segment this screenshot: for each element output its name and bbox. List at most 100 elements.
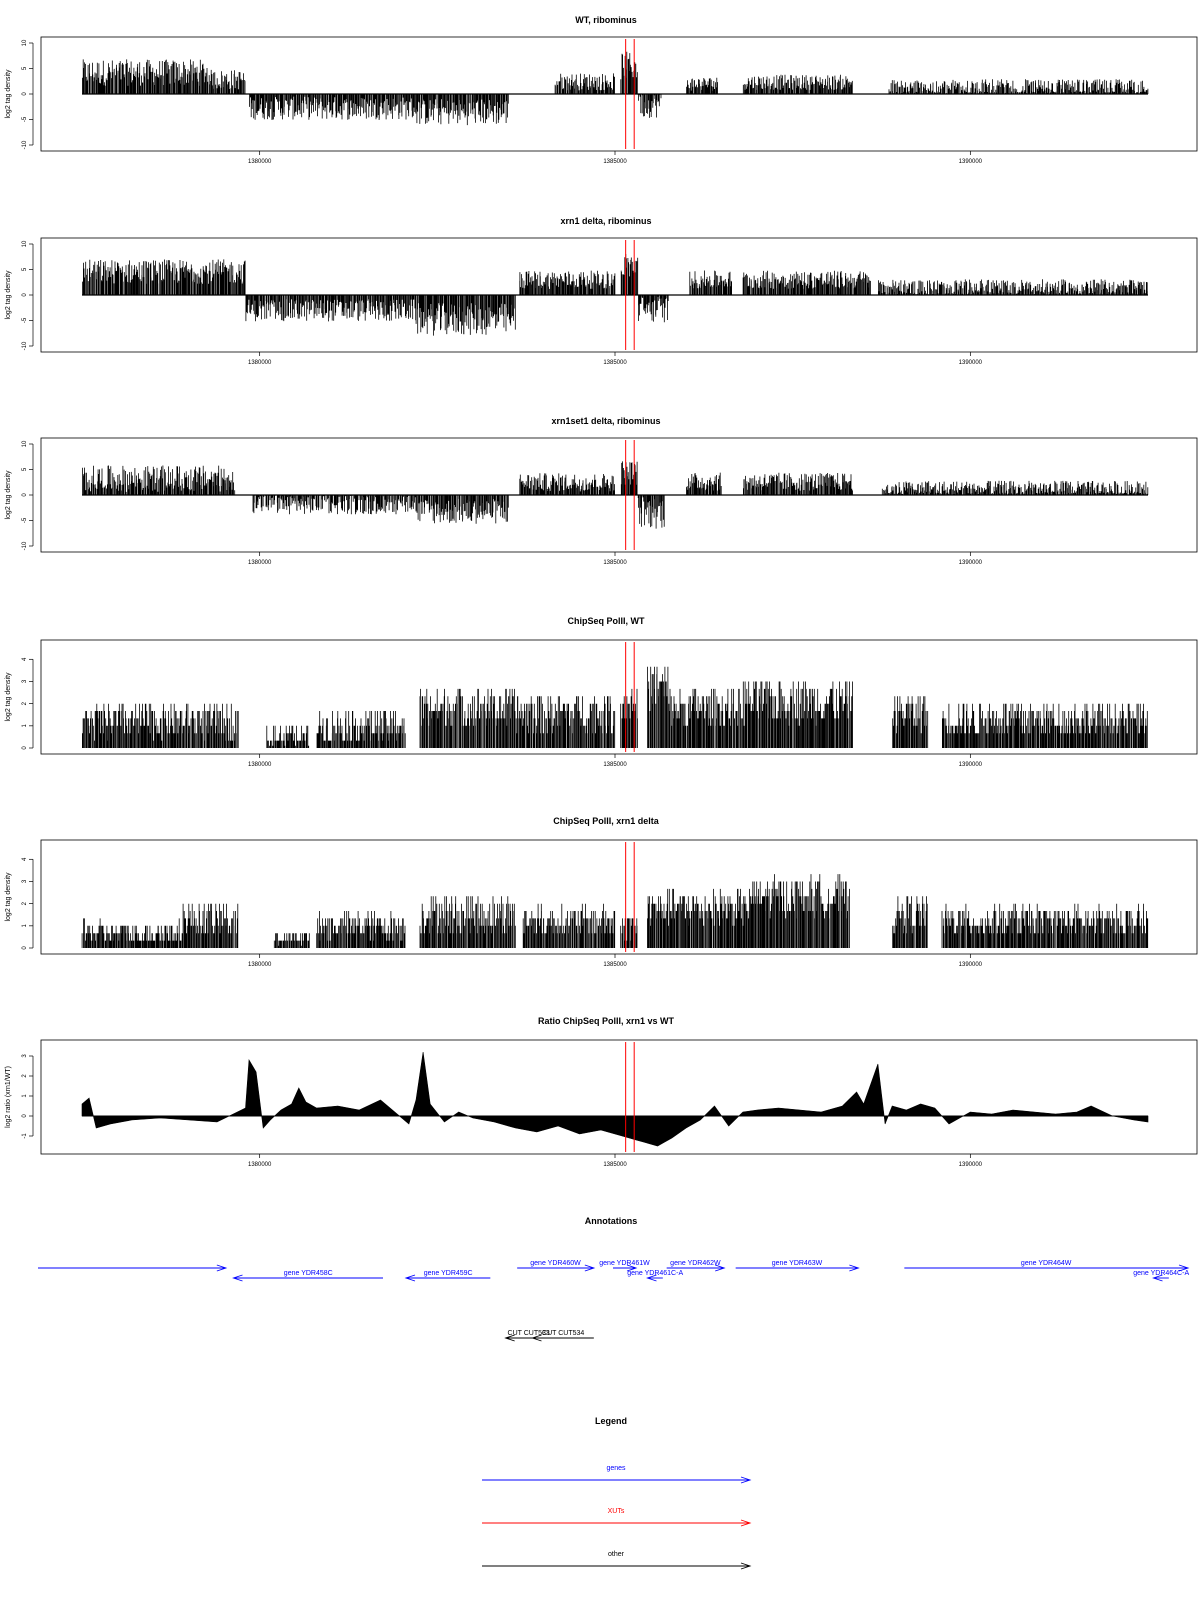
signal-segment bbox=[249, 94, 417, 120]
y-tick-label: 1 bbox=[22, 923, 28, 927]
y-tick-label: 2 bbox=[22, 1074, 28, 1078]
signal-segment bbox=[316, 711, 406, 748]
y-tick-label: 1 bbox=[22, 1094, 28, 1098]
signal-area bbox=[81, 1051, 1149, 1147]
feature-arrow bbox=[531, 1334, 594, 1342]
signal-segment bbox=[415, 295, 516, 336]
panel-title: xrn1set1 delta, ribominus bbox=[551, 416, 660, 426]
signal-bars bbox=[82, 461, 1149, 529]
x-tick-label: 1385000 bbox=[603, 762, 627, 768]
y-axis-label: log2 tag density bbox=[5, 270, 12, 320]
y-ticks: -10 -5 0 5 10 bbox=[22, 240, 34, 350]
legend-items: genes XUTs other bbox=[482, 1465, 752, 1570]
signal-segment bbox=[82, 59, 210, 94]
arrow-head bbox=[504, 1334, 515, 1342]
signal-segment bbox=[181, 903, 239, 948]
panel-wt-ribominus: WT, ribominus log2 tag density -10 -5 0 5 10… bbox=[5, 15, 1198, 165]
y-tick-label: 2 bbox=[22, 901, 28, 905]
signal-segment bbox=[892, 896, 928, 948]
x-tick-label: 1380000 bbox=[248, 962, 272, 968]
region-markers bbox=[625, 1042, 635, 1152]
y-tick-label: 2 bbox=[22, 701, 28, 705]
y-tick-label: 0 bbox=[22, 293, 28, 297]
signal-segment bbox=[252, 495, 417, 515]
x-ticks: 1380000 1385000 1390000 bbox=[248, 1154, 983, 1168]
x-tick-label: 1390000 bbox=[959, 360, 983, 366]
arrow-head bbox=[626, 1264, 638, 1272]
y-tick-label: 0 bbox=[22, 1114, 28, 1118]
panel-xrn1set1-ribominus: xrn1set1 delta, ribominus log2 tag densi… bbox=[5, 416, 1198, 566]
arrow-head bbox=[646, 1274, 657, 1282]
y-tick-label: 10 bbox=[22, 39, 28, 46]
y-tick-label: -10 bbox=[22, 140, 28, 149]
y-tick-label: 3 bbox=[22, 879, 28, 883]
plot-frame bbox=[40, 839, 1198, 955]
panel-chipseq-wt: ChipSeq PolII, WT log2 tag density 0 1 2 3 4… bbox=[5, 616, 1198, 768]
y-tick-label: 3 bbox=[22, 1054, 28, 1058]
signal-segment bbox=[750, 874, 850, 948]
region-markers bbox=[625, 240, 635, 350]
signal-segment bbox=[316, 911, 406, 948]
y-tick-label: -10 bbox=[22, 541, 28, 550]
arrow-head bbox=[531, 1334, 542, 1342]
signal-segment bbox=[878, 279, 1148, 295]
panel-ratio: Ratio ChipSeq PolII, xrn1 vs WT log2 rat… bbox=[5, 1016, 1198, 1168]
arrow-head bbox=[584, 1264, 596, 1272]
x-tick-label: 1390000 bbox=[959, 1162, 983, 1168]
y-axis-label: log2 tag density bbox=[5, 69, 12, 119]
y-axis-label: log2 tag density bbox=[5, 672, 12, 722]
y-ticks: -1 0 1 2 3 bbox=[22, 1054, 34, 1139]
arrow-head bbox=[740, 1476, 752, 1484]
y-tick-label: 10 bbox=[22, 240, 28, 247]
signal-segment bbox=[82, 703, 239, 748]
y-ticks: -10 -5 0 5 10 bbox=[22, 39, 34, 149]
region-markers bbox=[625, 440, 635, 550]
legend-label: genes bbox=[606, 1465, 626, 1472]
signal-segment bbox=[668, 688, 743, 748]
y-tick-label: 10 bbox=[22, 440, 28, 447]
signal-segment bbox=[419, 688, 516, 748]
x-tick-label: 1390000 bbox=[959, 159, 983, 165]
y-tick-label: 0 bbox=[22, 493, 28, 497]
feature-label: CUT CUT534 bbox=[542, 1330, 584, 1337]
x-tick-label: 1390000 bbox=[959, 560, 983, 566]
feature-label: gene YDR458C bbox=[284, 1270, 333, 1277]
signal-segment bbox=[647, 888, 750, 948]
y-tick-label: -5 bbox=[22, 116, 28, 122]
feature-arrow bbox=[646, 1274, 663, 1282]
signal-segment bbox=[554, 73, 615, 94]
arrow-head bbox=[232, 1274, 243, 1282]
signal-segment bbox=[742, 270, 871, 295]
signal-segment bbox=[273, 933, 310, 948]
region-markers bbox=[625, 39, 635, 149]
plot-frame bbox=[40, 1039, 1198, 1155]
feature-label: gene YDR463W bbox=[772, 1260, 823, 1267]
panel-title: xrn1 delta, ribominus bbox=[560, 216, 651, 226]
signal-segment bbox=[743, 472, 853, 495]
plot-frame bbox=[40, 437, 1198, 553]
signal-segment bbox=[519, 473, 615, 495]
y-tick-label: -5 bbox=[22, 317, 28, 323]
region-markers bbox=[625, 642, 635, 752]
x-tick-label: 1390000 bbox=[959, 762, 983, 768]
x-tick-label: 1385000 bbox=[603, 360, 627, 366]
x-tick-label: 1385000 bbox=[603, 159, 627, 165]
arrow-head bbox=[1152, 1274, 1163, 1282]
x-tick-label: 1380000 bbox=[248, 762, 272, 768]
signal-segment bbox=[742, 74, 853, 94]
panel-title: ChipSeq PolII, xrn1 delta bbox=[553, 816, 660, 826]
signal-segment bbox=[620, 688, 638, 748]
x-ticks: 1380000 1385000 1390000 bbox=[248, 352, 983, 366]
x-tick-label: 1380000 bbox=[248, 560, 272, 566]
legend-arrow bbox=[482, 1562, 752, 1570]
y-tick-label: 0 bbox=[22, 746, 28, 750]
signal-bars bbox=[82, 254, 1148, 336]
x-tick-label: 1380000 bbox=[248, 360, 272, 366]
arrow-head bbox=[216, 1264, 228, 1272]
signal-segment bbox=[415, 495, 509, 524]
legend-arrow bbox=[482, 1519, 752, 1527]
x-tick-label: 1390000 bbox=[959, 962, 983, 968]
y-ticks: -10 -5 0 5 10 bbox=[22, 440, 34, 550]
arrow-head bbox=[740, 1562, 752, 1570]
annotation-features: gene YDR458C gene YDR459C gene YDR460W gene… bbox=[38, 1260, 1189, 1342]
